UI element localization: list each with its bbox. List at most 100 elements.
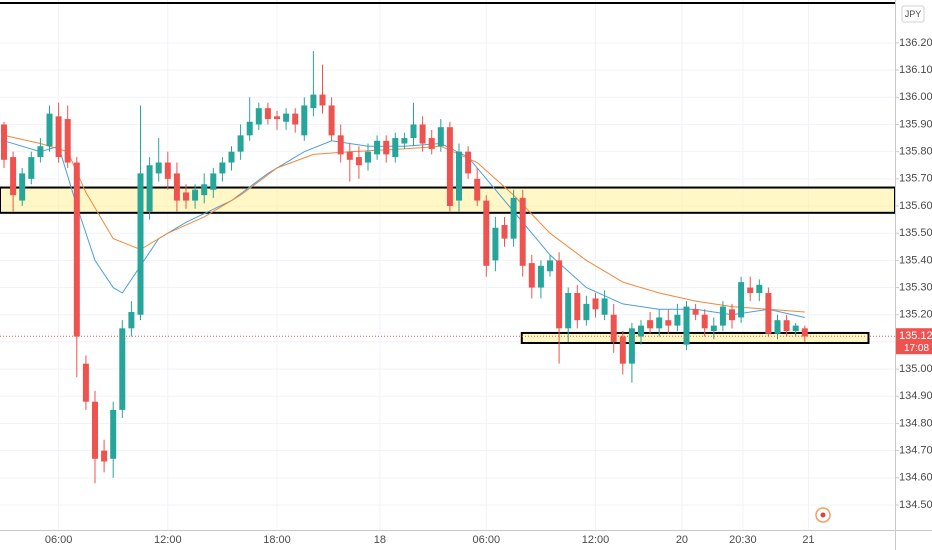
- candle-body: [82, 363, 89, 402]
- candle-body: [383, 140, 390, 155]
- candle-body: [228, 151, 235, 163]
- candle-body: [656, 317, 663, 329]
- candle-body: [192, 189, 199, 201]
- currency-label[interactable]: JPY: [905, 9, 922, 19]
- candle-body: [519, 197, 526, 266]
- candle-body: [301, 105, 308, 136]
- y-tick-label: 135.400: [899, 254, 932, 266]
- plot-area: [0, 0, 896, 530]
- candle-body: [701, 314, 708, 329]
- candle-body: [574, 292, 581, 321]
- candle-body: [565, 292, 572, 329]
- candle-body: [492, 227, 499, 261]
- replay-icon-dot[interactable]: [820, 512, 826, 518]
- candle-body: [401, 138, 408, 144]
- candle-body: [110, 409, 117, 459]
- candle-body: [292, 113, 299, 125]
- x-tick-label: 20:30: [729, 534, 757, 546]
- candle-body: [601, 298, 608, 315]
- candle-body: [628, 328, 635, 364]
- candle-body: [365, 151, 371, 163]
- last-price-label: 135.121: [899, 330, 932, 342]
- candle-body: [665, 320, 672, 326]
- candle-body: [692, 309, 699, 315]
- candle-body: [337, 135, 344, 155]
- candle-body: [246, 121, 253, 136]
- candle-body: [283, 113, 290, 122]
- candle-body: [137, 173, 144, 315]
- candle-body: [528, 263, 535, 288]
- candle-body: [46, 113, 53, 147]
- y-tick-label: 135.600: [899, 200, 932, 212]
- candle-body: [201, 184, 208, 196]
- candle-body: [556, 260, 563, 329]
- candle-body: [738, 282, 745, 318]
- candle-body: [537, 265, 544, 288]
- candle-body: [756, 284, 763, 293]
- y-tick-label: 135.500: [899, 227, 932, 239]
- y-tick-label: 136.100: [899, 64, 932, 76]
- candle-body: [210, 173, 217, 190]
- candle-body: [801, 328, 808, 337]
- last-price-box: [896, 328, 932, 355]
- x-tick-label: 06:00: [473, 534, 501, 546]
- candle-body: [173, 173, 180, 201]
- candle-body: [729, 309, 735, 321]
- y-tick-label: 135.700: [899, 173, 932, 185]
- candle-body: [547, 260, 553, 272]
- candle-body: [92, 401, 98, 459]
- candle-body: [219, 162, 226, 174]
- candle-body: [55, 116, 62, 158]
- x-tick-label: 12:00: [154, 534, 182, 546]
- candle-body: [474, 178, 481, 201]
- y-tick-label: 135.000: [899, 363, 932, 375]
- candle-body: [510, 197, 517, 239]
- candle-body: [264, 108, 271, 120]
- candle-body: [128, 312, 135, 329]
- y-tick-label: 135.900: [899, 118, 932, 130]
- y-tick-label: 136.000: [899, 91, 932, 103]
- candle-body: [28, 157, 35, 179]
- candle-body: [101, 450, 108, 462]
- y-tick-label: 134.900: [899, 390, 932, 402]
- candle-body: [592, 298, 599, 310]
- candle-body: [792, 325, 799, 332]
- candle-body: [10, 157, 17, 196]
- candle-body: [747, 287, 754, 293]
- y-tick-label: 135.300: [899, 281, 932, 293]
- candle-body: [310, 94, 317, 109]
- y-tick-label: 135.800: [899, 146, 932, 158]
- y-tick-label: 134.700: [899, 445, 932, 457]
- y-tick-label: 134.600: [899, 472, 932, 484]
- candle-body: [710, 325, 717, 332]
- candle-body: [355, 157, 362, 166]
- candle-body: [446, 127, 453, 207]
- y-tick-label: 134.500: [899, 499, 932, 511]
- x-tick-label: 21: [802, 534, 814, 546]
- candle-body: [19, 173, 26, 201]
- candle-body: [164, 162, 171, 179]
- countdown-label: 17:08: [904, 343, 929, 354]
- x-tick-label: 20: [676, 534, 688, 546]
- candle-body: [437, 127, 444, 147]
- candle-body: [719, 306, 726, 326]
- candle-body: [583, 303, 590, 321]
- candle-body: [419, 124, 426, 144]
- candle-body: [64, 119, 71, 163]
- support-zone: [520, 331, 870, 345]
- candle-body: [119, 328, 126, 410]
- y-tick-label: 136.200: [899, 37, 932, 49]
- candle-body: [765, 292, 772, 334]
- candle-body: [456, 151, 462, 201]
- y-tick-label: 134.800: [899, 417, 932, 429]
- x-tick-label: 18: [374, 534, 386, 546]
- candle-body: [155, 162, 162, 174]
- candle-body: [255, 108, 262, 125]
- candle-body: [647, 320, 654, 329]
- candle-body: [610, 314, 617, 342]
- candle-body: [1, 124, 7, 160]
- candle-body: [37, 146, 44, 158]
- currency-box[interactable]: [901, 5, 925, 23]
- candle-body: [465, 151, 472, 174]
